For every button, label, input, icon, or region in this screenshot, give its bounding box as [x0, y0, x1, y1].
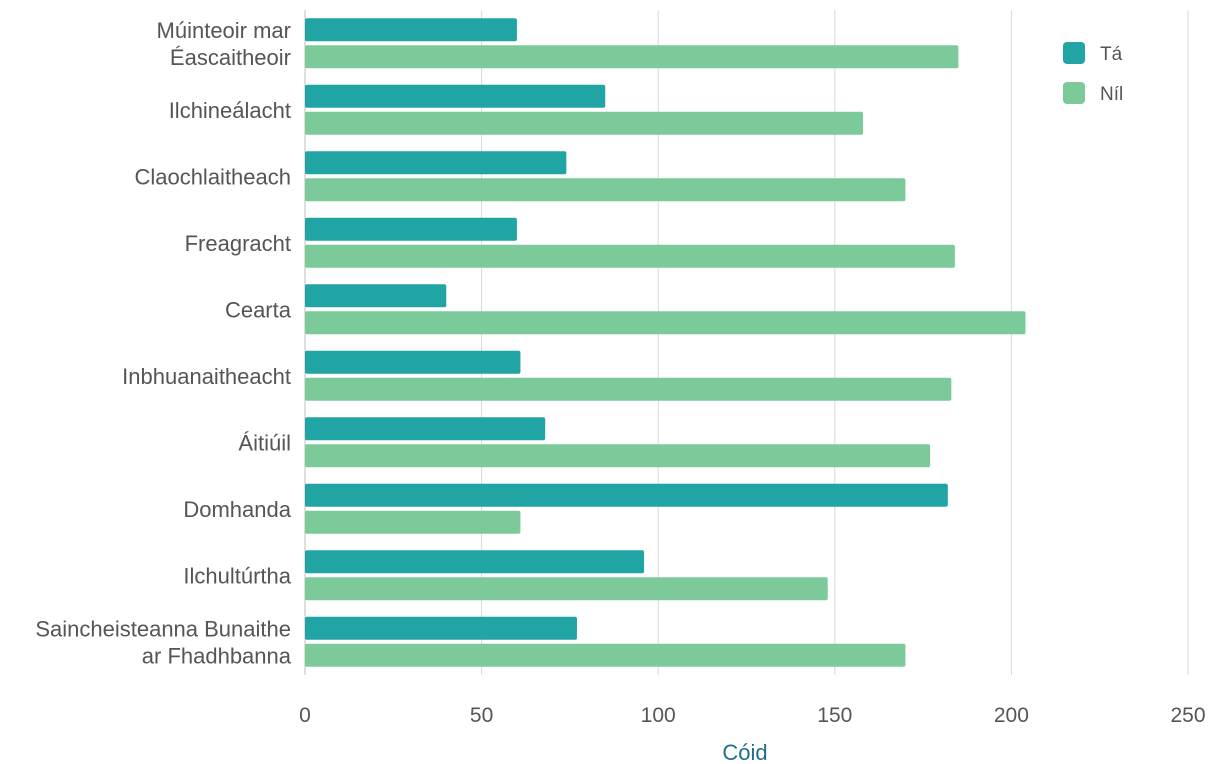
grid-lines: [304, 10, 1189, 675]
bar-ta: [305, 350, 521, 374]
category-label: ar Fhadhbanna: [142, 643, 292, 668]
bar-nil: [305, 577, 828, 601]
bar-nil: [305, 444, 931, 468]
legend: Tá Níl: [1063, 42, 1123, 105]
bar-nil: [305, 510, 521, 534]
bar-nil: [305, 377, 952, 401]
category-label: Éascaitheoir: [170, 45, 291, 70]
legend-label: Tá: [1100, 44, 1123, 65]
bars: [305, 18, 1026, 667]
category-label: Áitiúil: [238, 430, 291, 455]
category-label: Saincheisteanna Bunaithe: [35, 616, 291, 641]
x-tick-label: 150: [817, 704, 852, 727]
bar-ta: [305, 18, 517, 42]
x-axis-title: Cóid: [722, 740, 767, 764]
bar-ta: [305, 417, 546, 441]
bar-ta: [305, 550, 645, 574]
bar-ta: [305, 84, 606, 108]
x-tick-label: 50: [470, 704, 493, 727]
category-label: Claochlaitheach: [134, 164, 291, 189]
x-tick-label: 250: [1170, 704, 1205, 727]
bar-ta: [305, 483, 948, 507]
category-label: Ilchultúrtha: [183, 563, 291, 588]
bar-nil: [305, 178, 906, 202]
bar-ta: [305, 284, 447, 308]
category-label: Inbhuanaitheacht: [122, 364, 291, 389]
x-tick-label: 200: [994, 704, 1029, 727]
legend-swatch: [1063, 82, 1085, 104]
x-tick-labels: 0 50 100 150 200 250: [299, 704, 1205, 727]
category-label: Domhanda: [183, 497, 291, 522]
bar-ta: [305, 217, 517, 241]
legend-label: Níl: [1100, 84, 1123, 105]
category-label: Ilchineálacht: [169, 98, 291, 123]
x-tick-label: 100: [641, 704, 676, 727]
legend-swatch: [1063, 42, 1085, 64]
category-label: Múinteoir mar: [157, 18, 291, 43]
bar-nil: [305, 45, 959, 69]
bar-ta: [305, 151, 567, 175]
bar-nil: [305, 643, 906, 667]
x-tick-label: 0: [299, 704, 311, 727]
bar-nil: [305, 311, 1026, 335]
bar-nil: [305, 244, 955, 268]
category-label: Cearta: [225, 297, 292, 322]
bar-nil: [305, 111, 864, 135]
bar-ta: [305, 616, 577, 640]
category-label: Freagracht: [185, 231, 291, 256]
